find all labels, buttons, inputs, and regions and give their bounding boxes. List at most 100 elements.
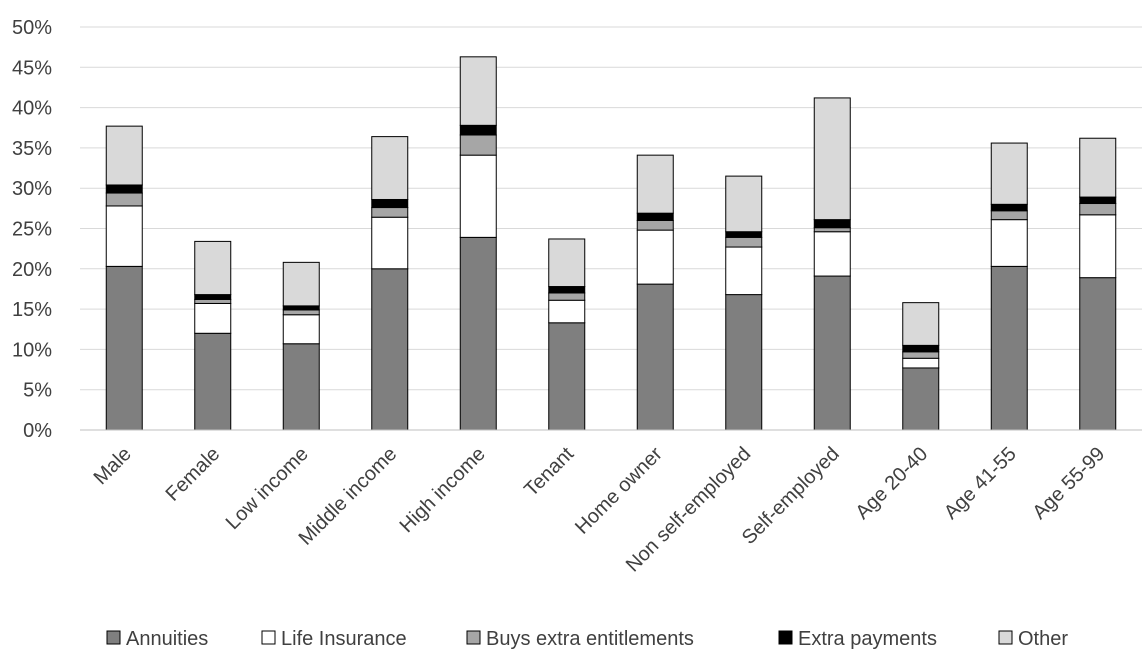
legend-item-buys-extra-entitlements: Buys extra entitlements: [466, 628, 694, 650]
bar-segment-other: [636, 154, 674, 214]
bar-segment-other: [990, 142, 1028, 205]
bars: [105, 56, 1117, 431]
legend-label: Other: [1018, 628, 1068, 650]
bar-segment-extra-payments: [1079, 196, 1117, 205]
bar-segment-life-insurance: [371, 216, 409, 270]
bar-segment-buys-extra-entitlements: [459, 134, 497, 156]
bar-segment-life-insurance: [990, 219, 1028, 267]
bar-segment-life-insurance: [194, 302, 232, 334]
bar-segment-extra-payments: [282, 305, 320, 311]
bar-stack-tenant: [548, 238, 586, 431]
bar-segment-life-insurance: [1079, 214, 1117, 279]
bar-segment-buys-extra-entitlements: [902, 351, 940, 359]
bar-segment-annuities: [371, 268, 409, 431]
bar-segment-annuities: [902, 367, 940, 431]
bar-segment-buys-extra-entitlements: [282, 309, 320, 316]
y-tick-label: 25%: [12, 219, 52, 241]
bar-segment-buys-extra-entitlements: [813, 227, 851, 233]
legend-item-life-insurance: Life Insurance: [261, 628, 407, 650]
bar-segment-annuities: [636, 283, 674, 431]
x-tick-label: Age 20-40: [851, 443, 932, 524]
bar-segment-other: [194, 240, 232, 296]
x-tick-label: Low income: [222, 443, 313, 534]
x-tick-label: Tenant: [520, 443, 578, 501]
y-tick-label: 40%: [12, 98, 52, 120]
bar-segment-other: [902, 302, 940, 346]
x-tick-label: Age 41-55: [940, 443, 1021, 524]
bar-segment-annuities: [459, 236, 497, 431]
bar-stack-self-employed: [813, 97, 851, 431]
bar-segment-extra-payments: [636, 212, 674, 221]
bar-segment-extra-payments: [459, 124, 497, 136]
bar-segment-buys-extra-entitlements: [371, 207, 409, 218]
legend-swatch: [998, 630, 1013, 645]
legend-swatch: [106, 630, 121, 645]
bar-segment-life-insurance: [105, 205, 143, 267]
x-tick-label: Home owner: [571, 443, 667, 539]
bar-segment-life-insurance: [636, 229, 674, 285]
legend-label: Annuities: [126, 628, 208, 650]
legend-item-annuities: Annuities: [106, 628, 208, 650]
bar-stack-age-20-40: [902, 302, 940, 431]
y-tick-label: 45%: [12, 57, 52, 79]
x-tick-label: Female: [162, 443, 225, 506]
legend-label: Life Insurance: [281, 628, 407, 650]
bar-segment-other: [813, 97, 851, 221]
bar-segment-annuities: [548, 322, 586, 431]
y-axis-ticks: 0% 5% 10% 15% 20% 25% 30% 35% 40% 45% 50%: [12, 17, 52, 442]
gridlines: [80, 26, 1142, 391]
bar-segment-life-insurance: [548, 299, 586, 324]
y-tick-label: 0%: [23, 420, 52, 442]
bar-segment-extra-payments: [725, 231, 763, 238]
x-tick-label: Male: [90, 443, 136, 489]
legend-swatch: [466, 630, 481, 645]
legend-label: Buys extra entitlements: [486, 628, 694, 650]
y-tick-label: 35%: [12, 138, 52, 160]
bar-stack-non-self-employed: [725, 175, 763, 431]
bar-stack-age-41-55: [990, 142, 1028, 431]
x-tick-label: High income: [396, 443, 490, 537]
bar-stack-male: [105, 125, 143, 431]
bar-segment-extra-payments: [548, 286, 586, 294]
legend-item-other: Other: [998, 628, 1068, 650]
bar-stack-home-owner: [636, 154, 674, 431]
bar-segment-life-insurance: [725, 246, 763, 296]
bar-segment-life-insurance: [282, 314, 320, 345]
y-tick-label: 50%: [12, 17, 52, 39]
bar-segment-extra-payments: [194, 294, 232, 300]
legend-label: Extra payments: [798, 628, 937, 650]
y-tick-label: 30%: [12, 178, 52, 200]
bar-segment-other: [371, 136, 409, 200]
legend-swatch: [261, 630, 276, 645]
bar-segment-life-insurance: [902, 357, 940, 369]
bar-segment-extra-payments: [990, 203, 1028, 212]
bar-segment-buys-extra-entitlements: [636, 219, 674, 231]
legend: Annuities Life Insurance Buys extra entitl…: [106, 628, 1068, 650]
bar-segment-extra-payments: [902, 344, 940, 353]
bar-segment-other: [1079, 137, 1117, 198]
bar-segment-buys-extra-entitlements: [548, 292, 586, 301]
bar-segment-annuities: [813, 275, 851, 431]
bar-segment-other: [725, 175, 763, 233]
bar-segment-buys-extra-entitlements: [725, 236, 763, 248]
bar-segment-extra-payments: [105, 184, 143, 194]
bar-segment-annuities: [725, 294, 763, 431]
x-tick-label: Age 55-99: [1028, 443, 1109, 524]
legend-item-extra-payments: Extra payments: [778, 628, 937, 650]
bar-segment-annuities: [990, 265, 1028, 431]
y-tick-label: 15%: [12, 299, 52, 321]
bar-segment-other: [459, 56, 497, 126]
bar-segment-annuities: [282, 343, 320, 431]
y-tick-label: 20%: [12, 259, 52, 281]
bar-segment-buys-extra-entitlements: [194, 298, 232, 304]
bar-segment-life-insurance: [813, 231, 851, 277]
bar-segment-annuities: [194, 332, 232, 431]
bar-stack-middle-income: [371, 136, 409, 431]
bar-segment-extra-payments: [371, 198, 409, 209]
bar-segment-buys-extra-entitlements: [1079, 203, 1117, 216]
bar-segment-other: [105, 125, 143, 186]
y-tick-label: 5%: [23, 380, 52, 402]
bar-segment-annuities: [1079, 277, 1117, 431]
